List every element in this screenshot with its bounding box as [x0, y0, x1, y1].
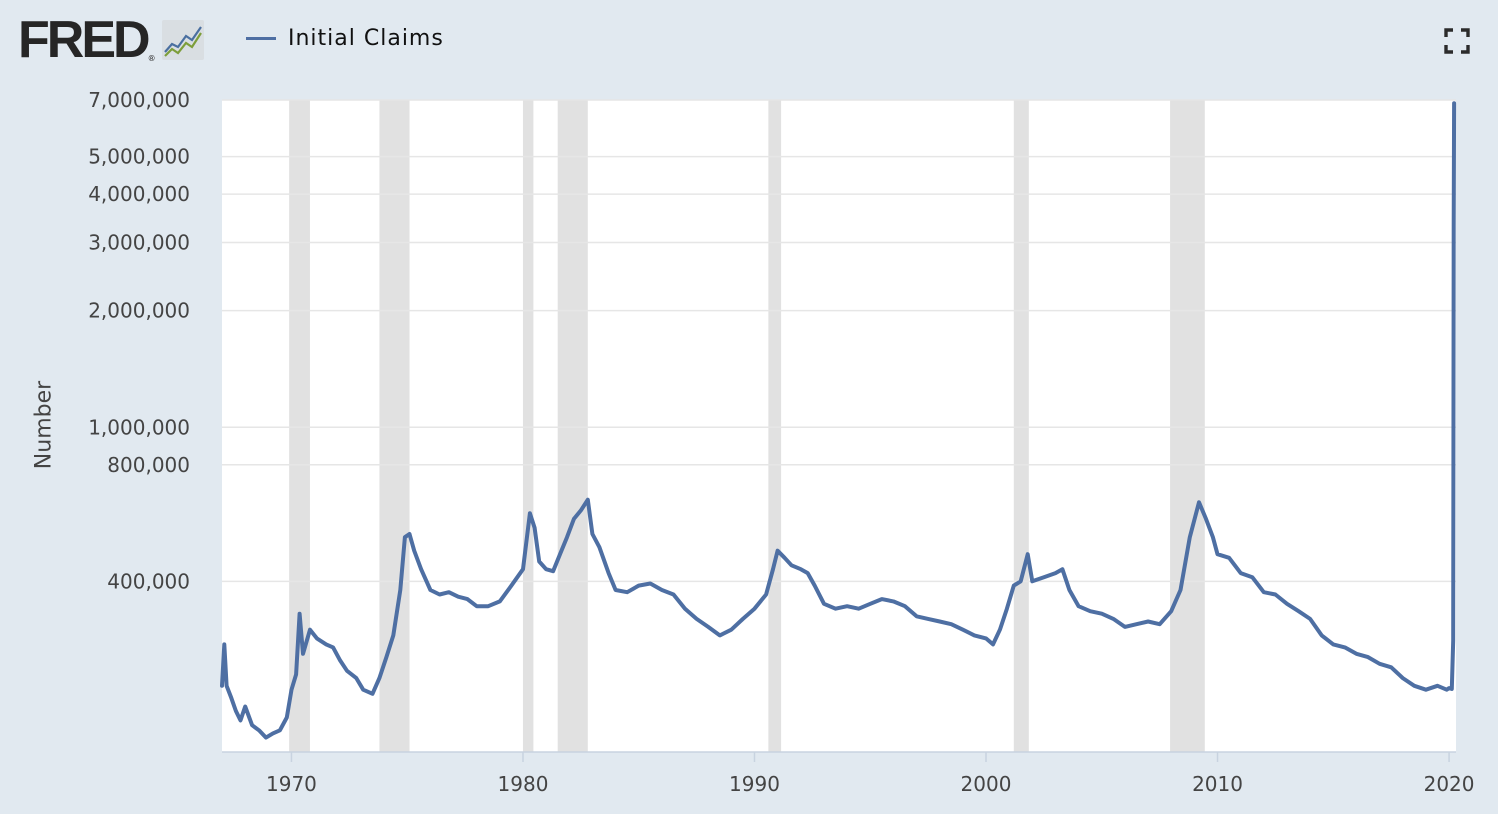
y-tick-label: 1,000,000 [88, 415, 190, 439]
y-tick-label: 400,000 [107, 569, 190, 593]
recession-band [768, 100, 782, 752]
fred-logo[interactable]: FRED ® [18, 14, 204, 66]
chart-legend: Initial Claims [246, 26, 444, 51]
chart-header: FRED ® Initial Claims [0, 0, 1498, 90]
y-tick-label: 4,000,000 [88, 182, 190, 206]
recession-band [289, 100, 310, 752]
recession-band [379, 100, 410, 752]
x-tick-label: 1990 [729, 772, 780, 796]
x-tick-label: 2010 [1192, 772, 1243, 796]
legend-label: Initial Claims [288, 26, 444, 51]
recession-band [557, 100, 588, 752]
recession-band [1013, 100, 1029, 752]
plot-area [222, 100, 1456, 752]
y-axis-label: Number [31, 380, 57, 470]
y-tick-label: 5,000,000 [88, 145, 190, 169]
chart-line-icon [161, 20, 204, 60]
y-tick-label: 3,000,000 [88, 230, 190, 254]
y-tick-label: 800,000 [107, 453, 190, 477]
y-tick-label: 2,000,000 [88, 299, 190, 323]
logo-text: FRED [18, 11, 151, 69]
logo-registered-mark: ® [147, 54, 156, 63]
fullscreen-icon[interactable] [1442, 26, 1472, 56]
series-line-initial-claims [220, 101, 1457, 740]
x-tick-label: 2020 [1424, 772, 1475, 796]
legend-swatch [246, 37, 276, 40]
x-tick-label: 2000 [961, 772, 1012, 796]
x-tick-label: 1980 [498, 772, 549, 796]
y-tick-label: 7,000,000 [88, 88, 190, 112]
x-tick-label: 1970 [266, 772, 317, 796]
recession-band [1170, 100, 1205, 752]
recession-band [522, 100, 534, 752]
